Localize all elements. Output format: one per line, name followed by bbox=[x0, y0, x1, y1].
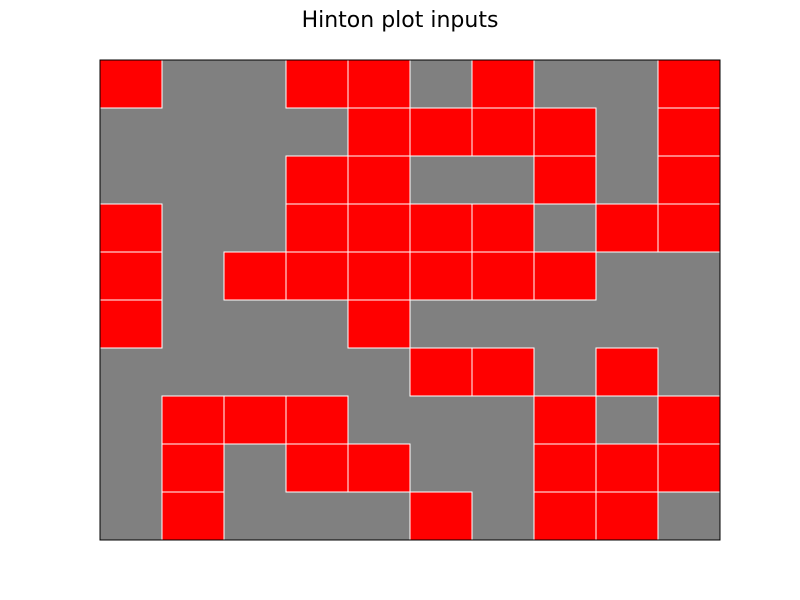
hinton-cell bbox=[347, 251, 411, 301]
hinton-cell bbox=[533, 491, 597, 541]
hinton-cell bbox=[285, 251, 349, 301]
hinton-cell bbox=[471, 107, 535, 157]
hinton-cell bbox=[409, 107, 473, 157]
hinton-cell bbox=[347, 59, 411, 109]
hinton-cell bbox=[533, 155, 597, 205]
plot-frame bbox=[99, 59, 721, 541]
hinton-cell bbox=[347, 203, 411, 253]
hinton-cell bbox=[285, 443, 349, 493]
hinton-cell bbox=[533, 107, 597, 157]
hinton-cell bbox=[471, 59, 535, 109]
chart-title: Hinton plot inputs bbox=[301, 8, 499, 33]
hinton-cell bbox=[223, 251, 287, 301]
hinton-cell bbox=[99, 299, 163, 349]
hinton-cell bbox=[657, 107, 721, 157]
hinton-cell bbox=[223, 395, 287, 445]
hinton-cell bbox=[347, 299, 411, 349]
hinton-cell bbox=[471, 251, 535, 301]
hinton-cell bbox=[285, 155, 349, 205]
hinton-cell bbox=[347, 107, 411, 157]
hinton-cell bbox=[409, 347, 473, 397]
hinton-cell bbox=[99, 59, 163, 109]
hinton-cell bbox=[595, 491, 659, 541]
hinton-cell bbox=[471, 203, 535, 253]
hinton-cell bbox=[657, 203, 721, 253]
hinton-cell bbox=[99, 203, 163, 253]
hinton-cell bbox=[657, 395, 721, 445]
hinton-cell bbox=[657, 155, 721, 205]
hinton-cell bbox=[657, 59, 721, 109]
hinton-cell bbox=[347, 443, 411, 493]
hinton-cell bbox=[161, 443, 225, 493]
hinton-cell bbox=[595, 203, 659, 253]
hinton-cell bbox=[161, 395, 225, 445]
hinton-cell bbox=[285, 395, 349, 445]
hinton-cell bbox=[533, 395, 597, 445]
hinton-cell bbox=[99, 251, 163, 301]
hinton-cell bbox=[533, 443, 597, 493]
hinton-cell bbox=[285, 203, 349, 253]
hinton-cells bbox=[99, 59, 721, 541]
hinton-cell bbox=[409, 251, 473, 301]
hinton-cell bbox=[595, 347, 659, 397]
hinton-cell bbox=[161, 491, 225, 541]
hinton-cell bbox=[409, 203, 473, 253]
hinton-cell bbox=[347, 155, 411, 205]
hinton-cell bbox=[595, 443, 659, 493]
hinton-cell bbox=[533, 251, 597, 301]
hinton-cell bbox=[471, 347, 535, 397]
hinton-cell bbox=[409, 491, 473, 541]
hinton-cell bbox=[285, 59, 349, 109]
hinton-cell bbox=[657, 443, 721, 493]
